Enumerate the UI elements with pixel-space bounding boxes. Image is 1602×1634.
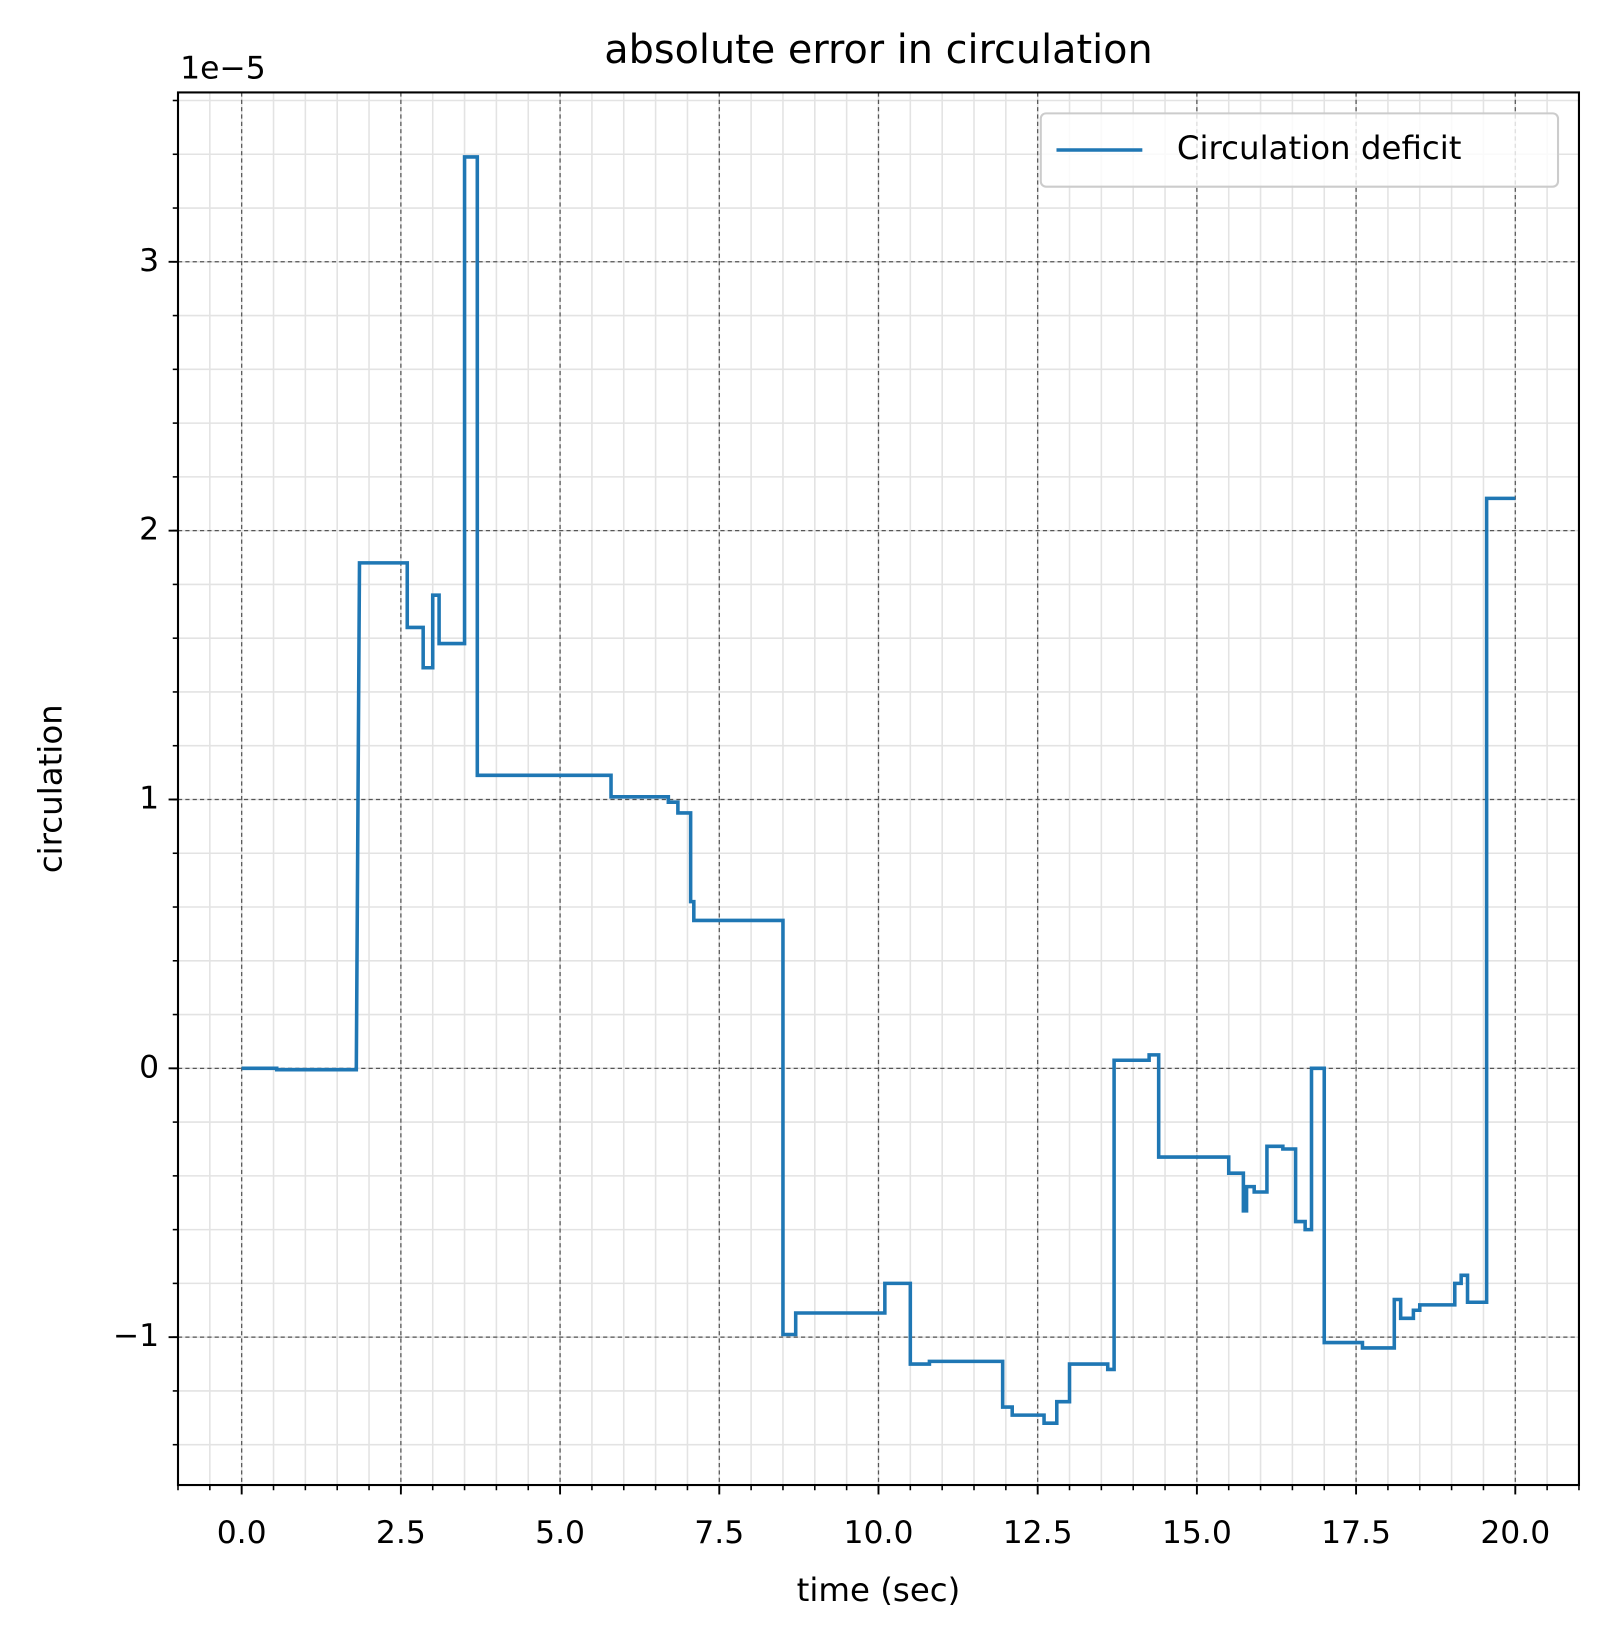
data-line — [241, 155, 1516, 1425]
x-tick-label: 0.0 — [217, 1515, 267, 1551]
y-axis-label: circulation — [31, 704, 69, 873]
grid — [177, 92, 1580, 1486]
y-tick-label: 3 — [139, 243, 159, 279]
plot-area — [241, 155, 1516, 1425]
x-tick-label: 17.5 — [1321, 1515, 1391, 1551]
y-tick-label: 1 — [139, 780, 159, 816]
chart-title: absolute error in circulation — [604, 27, 1152, 73]
x-tick-label: 20.0 — [1480, 1515, 1550, 1551]
y-tick-label: −1 — [113, 1318, 159, 1354]
legend: Circulation deficit — [1039, 112, 1560, 188]
x-axis-label: time (sec) — [797, 1571, 961, 1609]
x-tick-label: 2.5 — [376, 1515, 426, 1551]
x-tick-label: 12.5 — [1003, 1515, 1073, 1551]
y-tick-label: 2 — [139, 512, 159, 548]
x-tick-label: 15.0 — [1162, 1515, 1232, 1551]
y-offset-label: 1e−5 — [180, 50, 266, 86]
y-tick-label: 0 — [139, 1049, 159, 1085]
x-tick-label: 5.0 — [535, 1515, 585, 1551]
x-tick-label: 7.5 — [694, 1515, 744, 1551]
legend-box — [1039, 112, 1560, 188]
x-tick-label: 10.0 — [844, 1515, 914, 1551]
legend-label: Circulation deficit — [1177, 129, 1462, 167]
